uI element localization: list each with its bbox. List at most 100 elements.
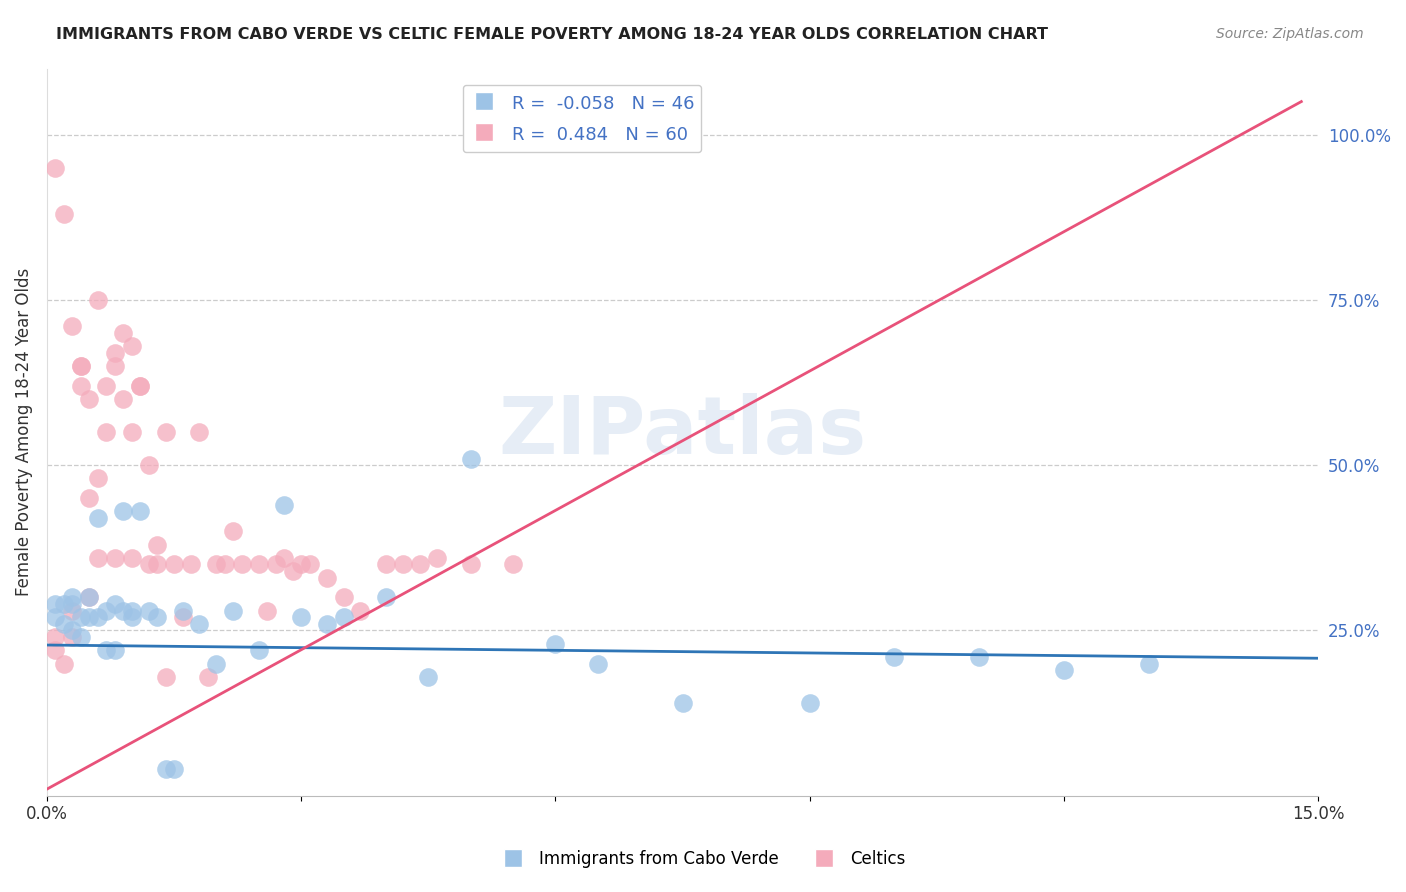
- Point: [77, 591, 100, 605]
- Point: [60, 591, 83, 605]
- Point: [138, 458, 160, 473]
- Point: [155, 425, 177, 439]
- Point: [155, 762, 177, 776]
- Point: [222, 604, 245, 618]
- Point: [273, 498, 295, 512]
- Legend: Immigrants from Cabo Verde, Celtics: Immigrants from Cabo Verde, Celtics: [494, 844, 912, 875]
- Point: [163, 762, 186, 776]
- Point: [138, 558, 160, 572]
- Point: [409, 558, 432, 572]
- Point: [112, 392, 135, 406]
- Point: [96, 604, 118, 618]
- Point: [129, 504, 152, 518]
- Point: [112, 504, 135, 518]
- Point: [77, 610, 100, 624]
- Point: [290, 610, 312, 624]
- Point: [298, 558, 321, 572]
- Point: [188, 425, 211, 439]
- Point: [197, 670, 219, 684]
- Point: [799, 696, 821, 710]
- Point: [214, 558, 236, 572]
- Point: [69, 359, 91, 373]
- Point: [69, 379, 91, 393]
- Point: [44, 643, 66, 657]
- Point: [44, 161, 66, 175]
- Point: [332, 591, 354, 605]
- Point: [172, 610, 194, 624]
- Point: [586, 657, 609, 671]
- Point: [60, 624, 83, 638]
- Text: ZIPatlas: ZIPatlas: [499, 393, 866, 471]
- Text: Source: ZipAtlas.com: Source: ZipAtlas.com: [1216, 27, 1364, 41]
- Point: [44, 610, 66, 624]
- Point: [1053, 663, 1076, 677]
- Point: [247, 643, 270, 657]
- Point: [544, 637, 567, 651]
- Point: [87, 511, 110, 525]
- Point: [231, 558, 253, 572]
- Point: [146, 558, 169, 572]
- Point: [60, 604, 83, 618]
- Point: [112, 604, 135, 618]
- Point: [52, 597, 75, 611]
- Point: [52, 616, 75, 631]
- Point: [77, 491, 100, 506]
- Point: [52, 657, 75, 671]
- Point: [180, 558, 202, 572]
- Point: [264, 558, 287, 572]
- Point: [188, 616, 211, 631]
- Point: [222, 524, 245, 539]
- Point: [69, 610, 91, 624]
- Point: [172, 604, 194, 618]
- Point: [315, 571, 337, 585]
- Point: [121, 604, 143, 618]
- Point: [104, 643, 127, 657]
- Point: [96, 379, 118, 393]
- Point: [52, 207, 75, 221]
- Point: [138, 604, 160, 618]
- Point: [332, 610, 354, 624]
- Point: [281, 564, 304, 578]
- Text: IMMIGRANTS FROM CABO VERDE VS CELTIC FEMALE POVERTY AMONG 18-24 YEAR OLDS CORREL: IMMIGRANTS FROM CABO VERDE VS CELTIC FEM…: [56, 27, 1049, 42]
- Point: [460, 451, 482, 466]
- Point: [273, 550, 295, 565]
- Point: [121, 610, 143, 624]
- Point: [290, 558, 312, 572]
- Point: [104, 359, 127, 373]
- Point: [77, 392, 100, 406]
- Point: [104, 597, 127, 611]
- Point: [883, 649, 905, 664]
- Point: [96, 643, 118, 657]
- Point: [155, 670, 177, 684]
- Point: [129, 379, 152, 393]
- Point: [146, 537, 169, 551]
- Point: [121, 550, 143, 565]
- Point: [315, 616, 337, 631]
- Point: [87, 293, 110, 307]
- Point: [1137, 657, 1160, 671]
- Point: [502, 558, 524, 572]
- Point: [87, 471, 110, 485]
- Point: [205, 657, 228, 671]
- Point: [121, 339, 143, 353]
- Point: [69, 359, 91, 373]
- Point: [60, 630, 83, 644]
- Point: [44, 630, 66, 644]
- Point: [104, 346, 127, 360]
- Y-axis label: Female Poverty Among 18-24 Year Olds: Female Poverty Among 18-24 Year Olds: [15, 268, 32, 596]
- Point: [69, 630, 91, 644]
- Point: [349, 604, 371, 618]
- Point: [112, 326, 135, 340]
- Point: [87, 550, 110, 565]
- Point: [392, 558, 415, 572]
- Point: [121, 425, 143, 439]
- Legend: R =  -0.058   N = 46, R =  0.484   N = 60: R = -0.058 N = 46, R = 0.484 N = 60: [463, 85, 702, 153]
- Point: [60, 597, 83, 611]
- Point: [205, 558, 228, 572]
- Point: [247, 558, 270, 572]
- Point: [77, 591, 100, 605]
- Point: [87, 610, 110, 624]
- Point: [96, 425, 118, 439]
- Point: [418, 670, 440, 684]
- Point: [426, 550, 449, 565]
